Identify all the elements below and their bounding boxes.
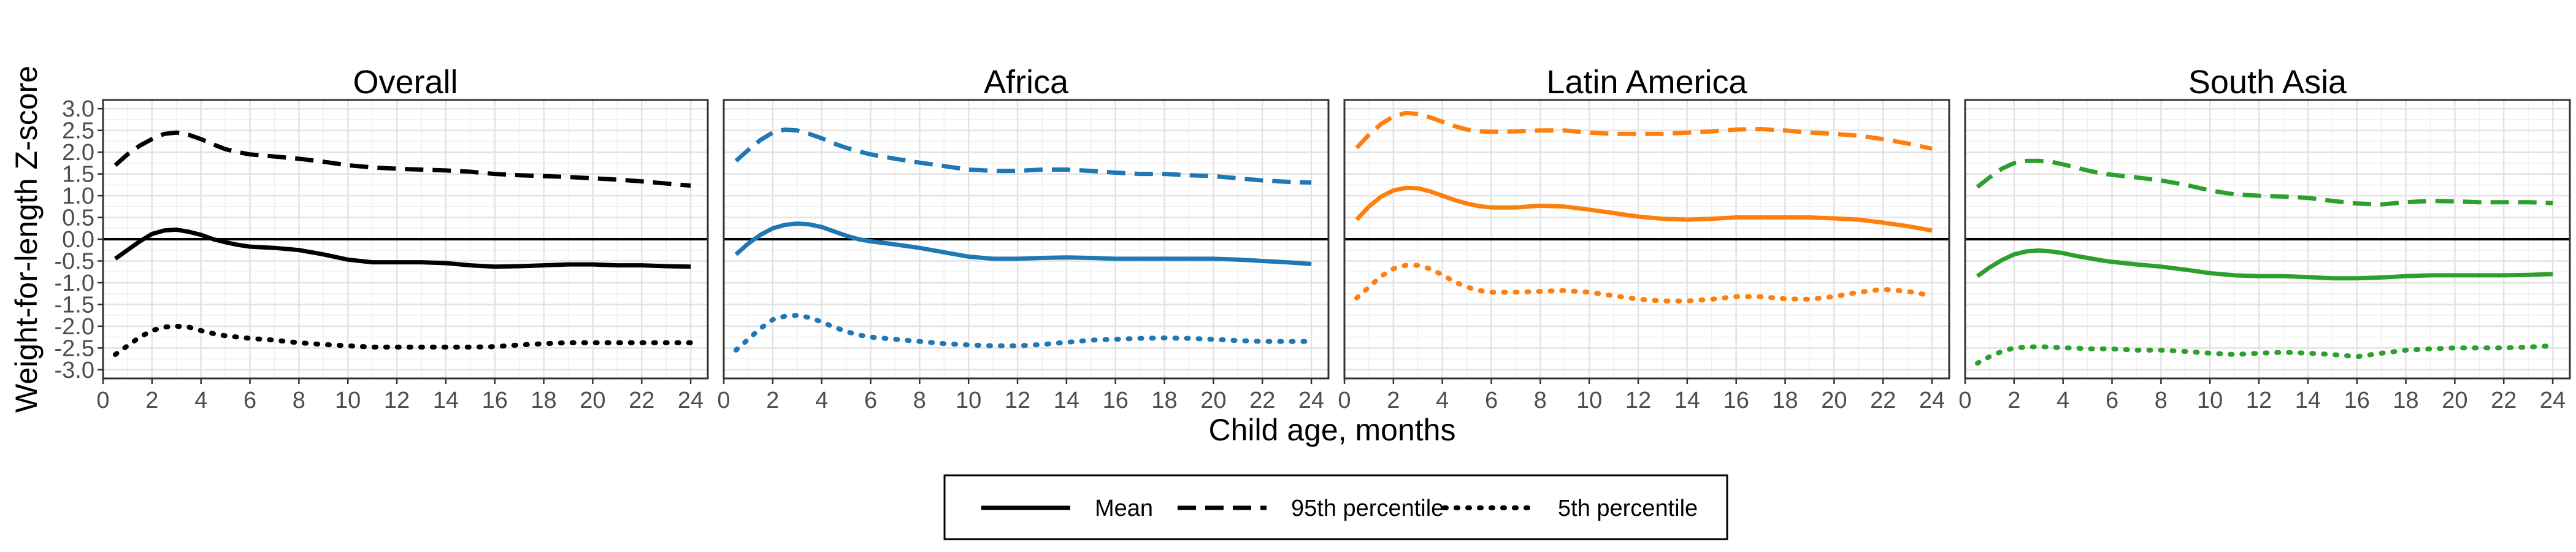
series-line-95th-percentile [734, 127, 1312, 185]
x-tick-label: 20 [580, 388, 605, 413]
x-tick-label: 14 [433, 388, 459, 413]
y-tick-label: -1.5 [55, 292, 94, 318]
panel-title: Latin America [1546, 64, 1747, 101]
x-tick-label: 2 [766, 388, 779, 413]
panel-title: Africa [984, 64, 1069, 101]
x-tick-label: 6 [2106, 388, 2118, 413]
series-line-mean [113, 227, 691, 269]
x-tick-label: 24 [2540, 388, 2566, 413]
x-tick-label: 4 [815, 388, 828, 413]
series-line-mean [734, 221, 1312, 266]
x-tick-label: 12 [2246, 388, 2272, 413]
y-tick-label: -1.0 [55, 270, 94, 296]
x-tick-label: 4 [194, 388, 207, 413]
legend: Mean 95th percentile 5th percentile [943, 474, 1728, 540]
y-tick-label: -2.5 [55, 335, 94, 361]
x-tick-label: 24 [678, 388, 703, 413]
y-tick-label: 1.5 [62, 162, 94, 188]
y-tick-label: 0.5 [62, 205, 94, 231]
x-tick-label: 10 [335, 388, 361, 413]
x-tick-label: 16 [1723, 388, 1749, 413]
x-tick-label: 2 [145, 388, 158, 413]
x-tick-label: 4 [1436, 388, 1449, 413]
x-tick-label: 22 [629, 388, 654, 413]
y-tick-label: 2.5 [62, 118, 94, 144]
x-tick-label: 20 [1821, 388, 1847, 413]
x-tick-label: 14 [1054, 388, 1079, 413]
series-line-95th-percentile [113, 130, 691, 188]
x-tick-label: 20 [2442, 388, 2467, 413]
legend-label: Mean [1095, 496, 1153, 521]
x-tick-label: 16 [1103, 388, 1129, 413]
x-tick-label: 18 [531, 388, 556, 413]
y-tick-label: -0.5 [55, 248, 94, 274]
x-tick-label: 22 [2491, 388, 2517, 413]
x-tick-label: 24 [1298, 388, 1324, 413]
series-line-95th-percentile [1355, 110, 1933, 151]
x-tick-label: 12 [1625, 388, 1651, 413]
panel-title: South Asia [2188, 64, 2347, 101]
y-tick-label: 1.0 [62, 183, 94, 209]
series-line-5th-percentile [1354, 263, 1935, 304]
x-tick-label: 0 [1958, 388, 1971, 413]
x-tick-label: 14 [2295, 388, 2321, 413]
x-tick-label: 2 [2007, 388, 2020, 413]
x-tick-label: 8 [293, 388, 305, 413]
y-tick-label: 0.0 [62, 227, 94, 253]
panel-border [723, 99, 1330, 380]
series-line-5th-percentile [113, 323, 694, 357]
y-tick-label: -2.0 [55, 314, 94, 340]
x-tick-label: 0 [717, 388, 730, 413]
x-tick-label: 0 [1338, 388, 1351, 413]
x-tick-label: 18 [1151, 388, 1177, 413]
legend-label: 95th percentile [1291, 496, 1444, 521]
series-line-95th-percentile [1976, 158, 2553, 207]
y-tick-label: -3.0 [55, 358, 94, 383]
x-tick-label: 8 [2155, 388, 2168, 413]
x-tick-label: 4 [2057, 388, 2069, 413]
x-tick-label: 8 [913, 388, 926, 413]
x-tick-label: 10 [956, 388, 981, 413]
x-tick-label: 20 [1200, 388, 1226, 413]
x-tick-label: 8 [1534, 388, 1547, 413]
x-tick-label: 14 [1674, 388, 1700, 413]
x-tick-label: 0 [96, 388, 109, 413]
x-tick-label: 18 [1772, 388, 1798, 413]
legend-box [943, 474, 1728, 540]
x-axis-title: Child age, months [1208, 413, 1455, 447]
x-tick-label: 22 [1870, 388, 1896, 413]
legend-label: 5th percentile [1558, 496, 1698, 521]
series-line-5th-percentile [1975, 343, 2556, 366]
y-axis-title: Weight-for-length Z-score [9, 66, 44, 413]
x-tick-label: 6 [1485, 388, 1498, 413]
x-tick-label: 10 [1576, 388, 1602, 413]
x-tick-label: 22 [1249, 388, 1275, 413]
panel-border [1964, 99, 2571, 380]
y-tick-label: 3.0 [62, 96, 94, 122]
x-tick-label: 12 [384, 388, 410, 413]
x-tick-label: 18 [2393, 388, 2418, 413]
x-tick-label: 6 [864, 388, 877, 413]
x-tick-label: 16 [482, 388, 508, 413]
x-tick-label: 16 [2344, 388, 2370, 413]
x-tick-label: 2 [1387, 388, 1400, 413]
series-line-mean [1976, 248, 2553, 281]
y-tick-label: 2.0 [62, 140, 94, 166]
series-line-mean [1355, 185, 1933, 233]
x-tick-label: 6 [243, 388, 256, 413]
panel-title: Overall [353, 64, 458, 101]
x-tick-label: 10 [2197, 388, 2223, 413]
x-tick-label: 24 [1919, 388, 1945, 413]
x-tick-label: 12 [1005, 388, 1030, 413]
panel-border [1343, 99, 1950, 380]
series-line-5th-percentile [734, 313, 1314, 353]
